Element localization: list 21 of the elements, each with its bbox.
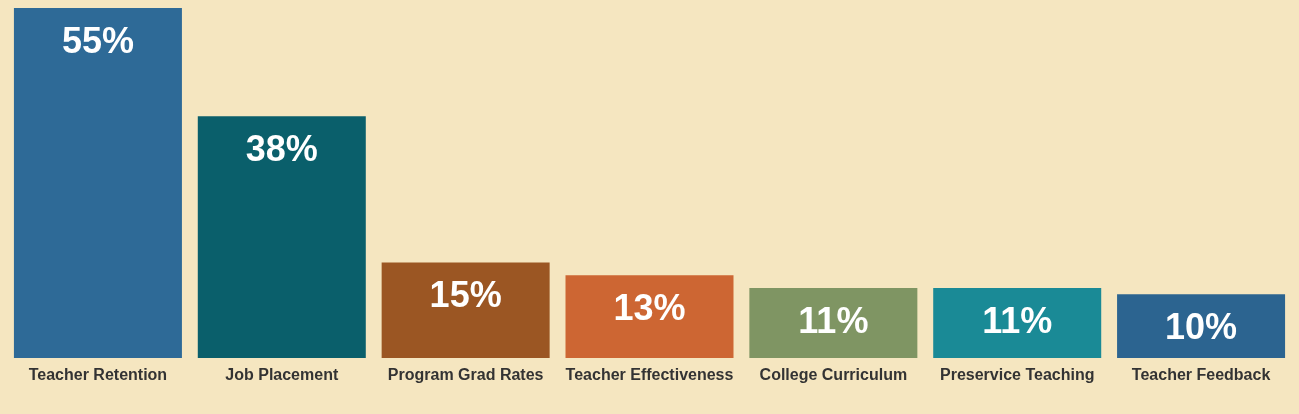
x-tick-label: Program Grad Rates xyxy=(387,365,544,383)
bar xyxy=(197,116,366,358)
x-tick-label: College Curriculum xyxy=(759,365,908,383)
bar xyxy=(565,275,734,358)
data-label: 11% xyxy=(982,299,1053,341)
x-tick-label: Job Placement xyxy=(225,365,339,383)
data-label: 11% xyxy=(798,299,869,341)
data-label: 55% xyxy=(61,19,134,61)
x-tick-label: Teacher Effectiveness xyxy=(565,365,734,383)
data-label: 10% xyxy=(1165,305,1238,347)
x-tick-label: Teacher Retention xyxy=(28,365,168,383)
bar xyxy=(13,8,182,358)
x-tick-label: Teacher Feedback xyxy=(1131,365,1271,383)
bar xyxy=(381,262,550,358)
x-tick-label: Preservice Teaching xyxy=(939,365,1095,383)
bar xyxy=(1117,294,1286,358)
data-label: 13% xyxy=(613,286,686,328)
bar xyxy=(933,288,1102,358)
bar xyxy=(749,288,918,358)
data-label: 15% xyxy=(429,274,502,316)
data-label: 38% xyxy=(245,127,318,169)
